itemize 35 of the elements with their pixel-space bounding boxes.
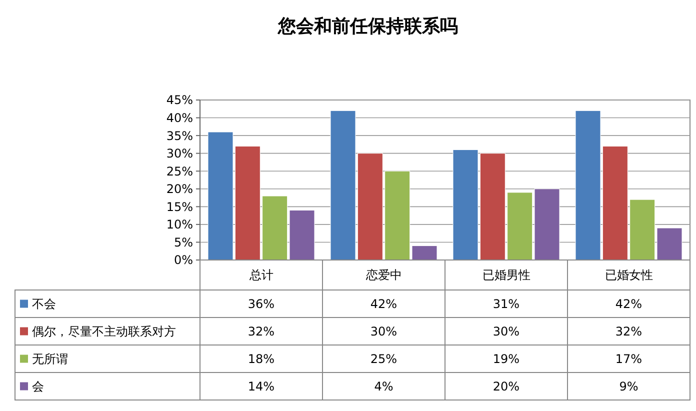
y-tick-label: 45% bbox=[166, 93, 193, 108]
data-label: 18% bbox=[248, 352, 275, 366]
legend-label: 无所谓 bbox=[32, 352, 68, 366]
y-tick-label: 10% bbox=[166, 218, 193, 232]
data-label: 9% bbox=[619, 379, 638, 394]
data-label: 19% bbox=[492, 352, 520, 366]
data-label: 32% bbox=[615, 324, 642, 338]
data-label: 14% bbox=[248, 379, 275, 394]
legend-label: 偶尔，尽量不主动联系对方 bbox=[32, 324, 176, 338]
data-label: 31% bbox=[492, 296, 520, 311]
y-tick-label: 20% bbox=[166, 182, 193, 196]
data-label: 17% bbox=[615, 352, 642, 366]
legend-label: 会 bbox=[32, 379, 44, 394]
data-label: 42% bbox=[615, 296, 642, 311]
y-tick-label: 5% bbox=[174, 235, 193, 250]
x-tick-label: 恋爱中 bbox=[364, 268, 402, 282]
y-tick-label: 40% bbox=[166, 110, 193, 125]
data-label: 20% bbox=[492, 379, 520, 394]
data-label: 42% bbox=[370, 296, 398, 311]
legend-label: 不会 bbox=[32, 296, 56, 311]
data-label: 30% bbox=[370, 324, 398, 338]
x-tick-label: 总计 bbox=[248, 268, 274, 282]
y-tick-label: 35% bbox=[166, 128, 193, 143]
x-tick-label: 已婚女性 bbox=[604, 268, 653, 282]
data-label: 25% bbox=[370, 352, 398, 366]
y-tick-label: 15% bbox=[166, 200, 193, 214]
data-label: 30% bbox=[492, 324, 520, 338]
data-label: 36% bbox=[248, 296, 275, 311]
y-tick-label: 25% bbox=[166, 164, 193, 178]
y-tick-label: 30% bbox=[166, 146, 193, 161]
data-label: 4% bbox=[374, 379, 394, 394]
chart-title: 您会和前任保持联系吗 bbox=[277, 16, 458, 37]
y-tick-label: 0% bbox=[174, 253, 193, 268]
x-tick-label: 已婚男性 bbox=[482, 268, 530, 282]
data-label: 32% bbox=[248, 324, 275, 338]
